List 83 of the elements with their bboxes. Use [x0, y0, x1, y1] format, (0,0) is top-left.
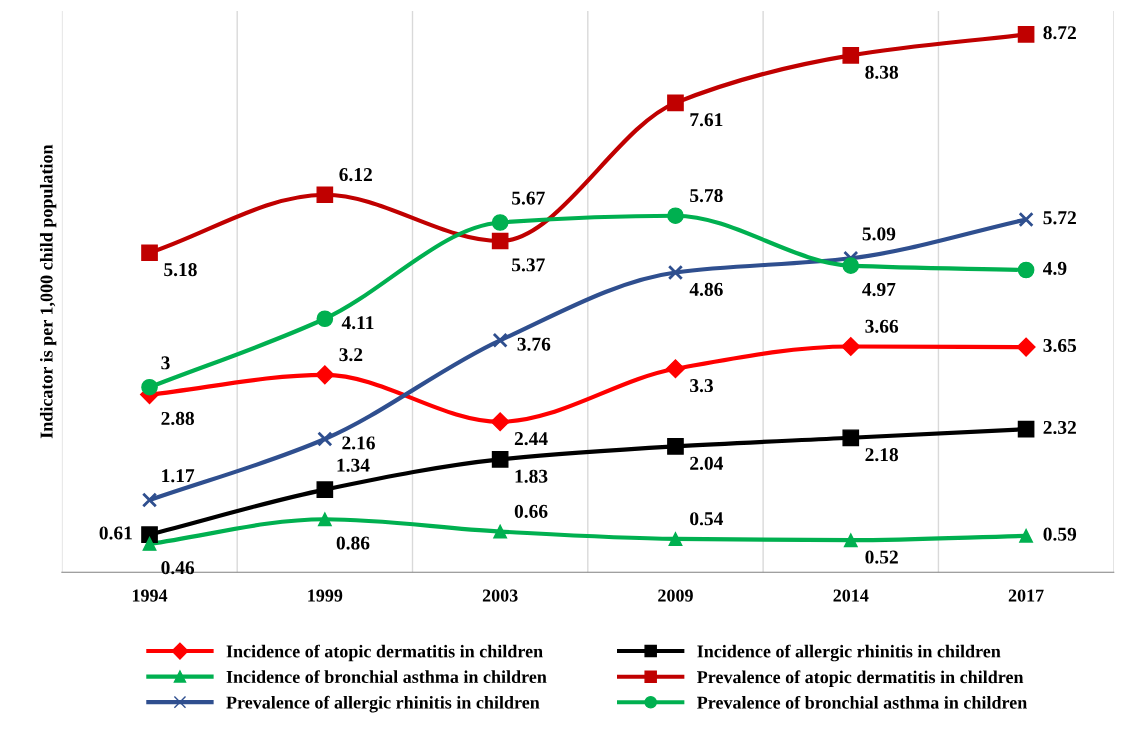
data-label: 0.54	[690, 512, 724, 526]
data-label: 3.2	[339, 348, 363, 362]
data-label: 5.67	[512, 191, 545, 205]
point	[1017, 420, 1035, 438]
point	[141, 378, 158, 396]
point	[316, 186, 334, 204]
point	[843, 533, 858, 548]
legend-label: Prevalence of atopic dermatitis in children	[697, 670, 1024, 687]
data-label: 2.44	[514, 432, 548, 446]
y-axis-title: Indicator is per 1,000 child population	[39, 144, 57, 439]
point	[665, 359, 686, 379]
point	[141, 244, 158, 262]
data-label: 4.86	[689, 282, 723, 296]
point	[1019, 528, 1034, 543]
data-label: 3.3	[690, 379, 713, 393]
x-tick-label: 2009	[658, 589, 693, 602]
point	[668, 532, 683, 546]
point	[491, 451, 509, 468]
point	[667, 438, 684, 455]
point	[841, 336, 861, 357]
point	[315, 365, 335, 385]
data-label: 0.59	[1043, 527, 1077, 541]
point	[1018, 211, 1034, 228]
data-label: 8.72	[1043, 26, 1076, 40]
data-label: 0.61	[99, 526, 132, 540]
legend-label: Prevalence of allergic rhinitis in children	[226, 695, 540, 713]
data-label: 1.83	[515, 469, 548, 483]
data-label: 3	[161, 356, 170, 370]
legend-label: Incidence of allergic rhinitis in children	[697, 644, 1001, 662]
data-label: 2.18	[865, 448, 899, 462]
point	[490, 412, 510, 432]
data-label: 2.32	[1043, 420, 1076, 435]
point	[141, 492, 158, 508]
data-label: 4.97	[862, 282, 896, 297]
data-label: 5.37	[512, 258, 545, 272]
point	[317, 512, 332, 527]
data-label: 1.34	[337, 458, 370, 472]
data-label: 7.61	[690, 113, 723, 127]
data-label: 5.18	[164, 263, 197, 277]
point	[842, 47, 860, 64]
data-label: 5.78	[690, 188, 723, 203]
x-tick-label: 1999	[308, 589, 343, 602]
point	[141, 526, 158, 543]
data-label: 5.09	[862, 227, 896, 241]
data-label: 0.86	[336, 536, 370, 550]
point	[491, 232, 509, 250]
point	[1016, 337, 1036, 357]
data-label: 1.17	[162, 469, 195, 483]
point	[667, 94, 684, 112]
legend-label: Prevalence of bronchial asthma in children	[697, 695, 1027, 709]
point	[316, 481, 334, 498]
data-label: 4.11	[341, 316, 374, 330]
data-label: 0.46	[161, 561, 195, 575]
data-label: 2.88	[161, 411, 195, 426]
data-label: 0.66	[514, 504, 548, 518]
point	[667, 207, 684, 225]
point	[493, 524, 508, 539]
data-label: 2.16	[342, 436, 375, 450]
legend-label: Incidence of atopic dermatitis in children	[226, 644, 543, 662]
point	[492, 332, 508, 348]
data-label: 0.52	[865, 550, 898, 564]
legend-label: Incidence of bronchial asthma in children	[226, 670, 547, 684]
data-label: 8.38	[865, 65, 899, 79]
point	[1017, 261, 1035, 279]
data-label: 3.65	[1043, 338, 1077, 353]
data-label: 3.66	[865, 319, 899, 333]
x-tick-label: 2014	[833, 589, 869, 602]
data-label: 2.04	[690, 456, 724, 470]
point	[667, 264, 684, 281]
point	[142, 536, 157, 551]
data-label: 3.76	[517, 337, 551, 351]
point	[842, 257, 860, 275]
x-tick-label: 2017	[1008, 589, 1044, 602]
data-label: 4.9	[1043, 261, 1067, 275]
point	[491, 214, 509, 231]
data-label: 6.12	[339, 168, 372, 182]
point	[842, 429, 860, 447]
x-tick-label: 2003	[482, 589, 518, 602]
data-label: 5.72	[1043, 211, 1076, 225]
point	[316, 310, 334, 328]
x-tick-label: 1994	[132, 589, 168, 602]
point	[317, 431, 333, 447]
point	[1017, 26, 1035, 43]
